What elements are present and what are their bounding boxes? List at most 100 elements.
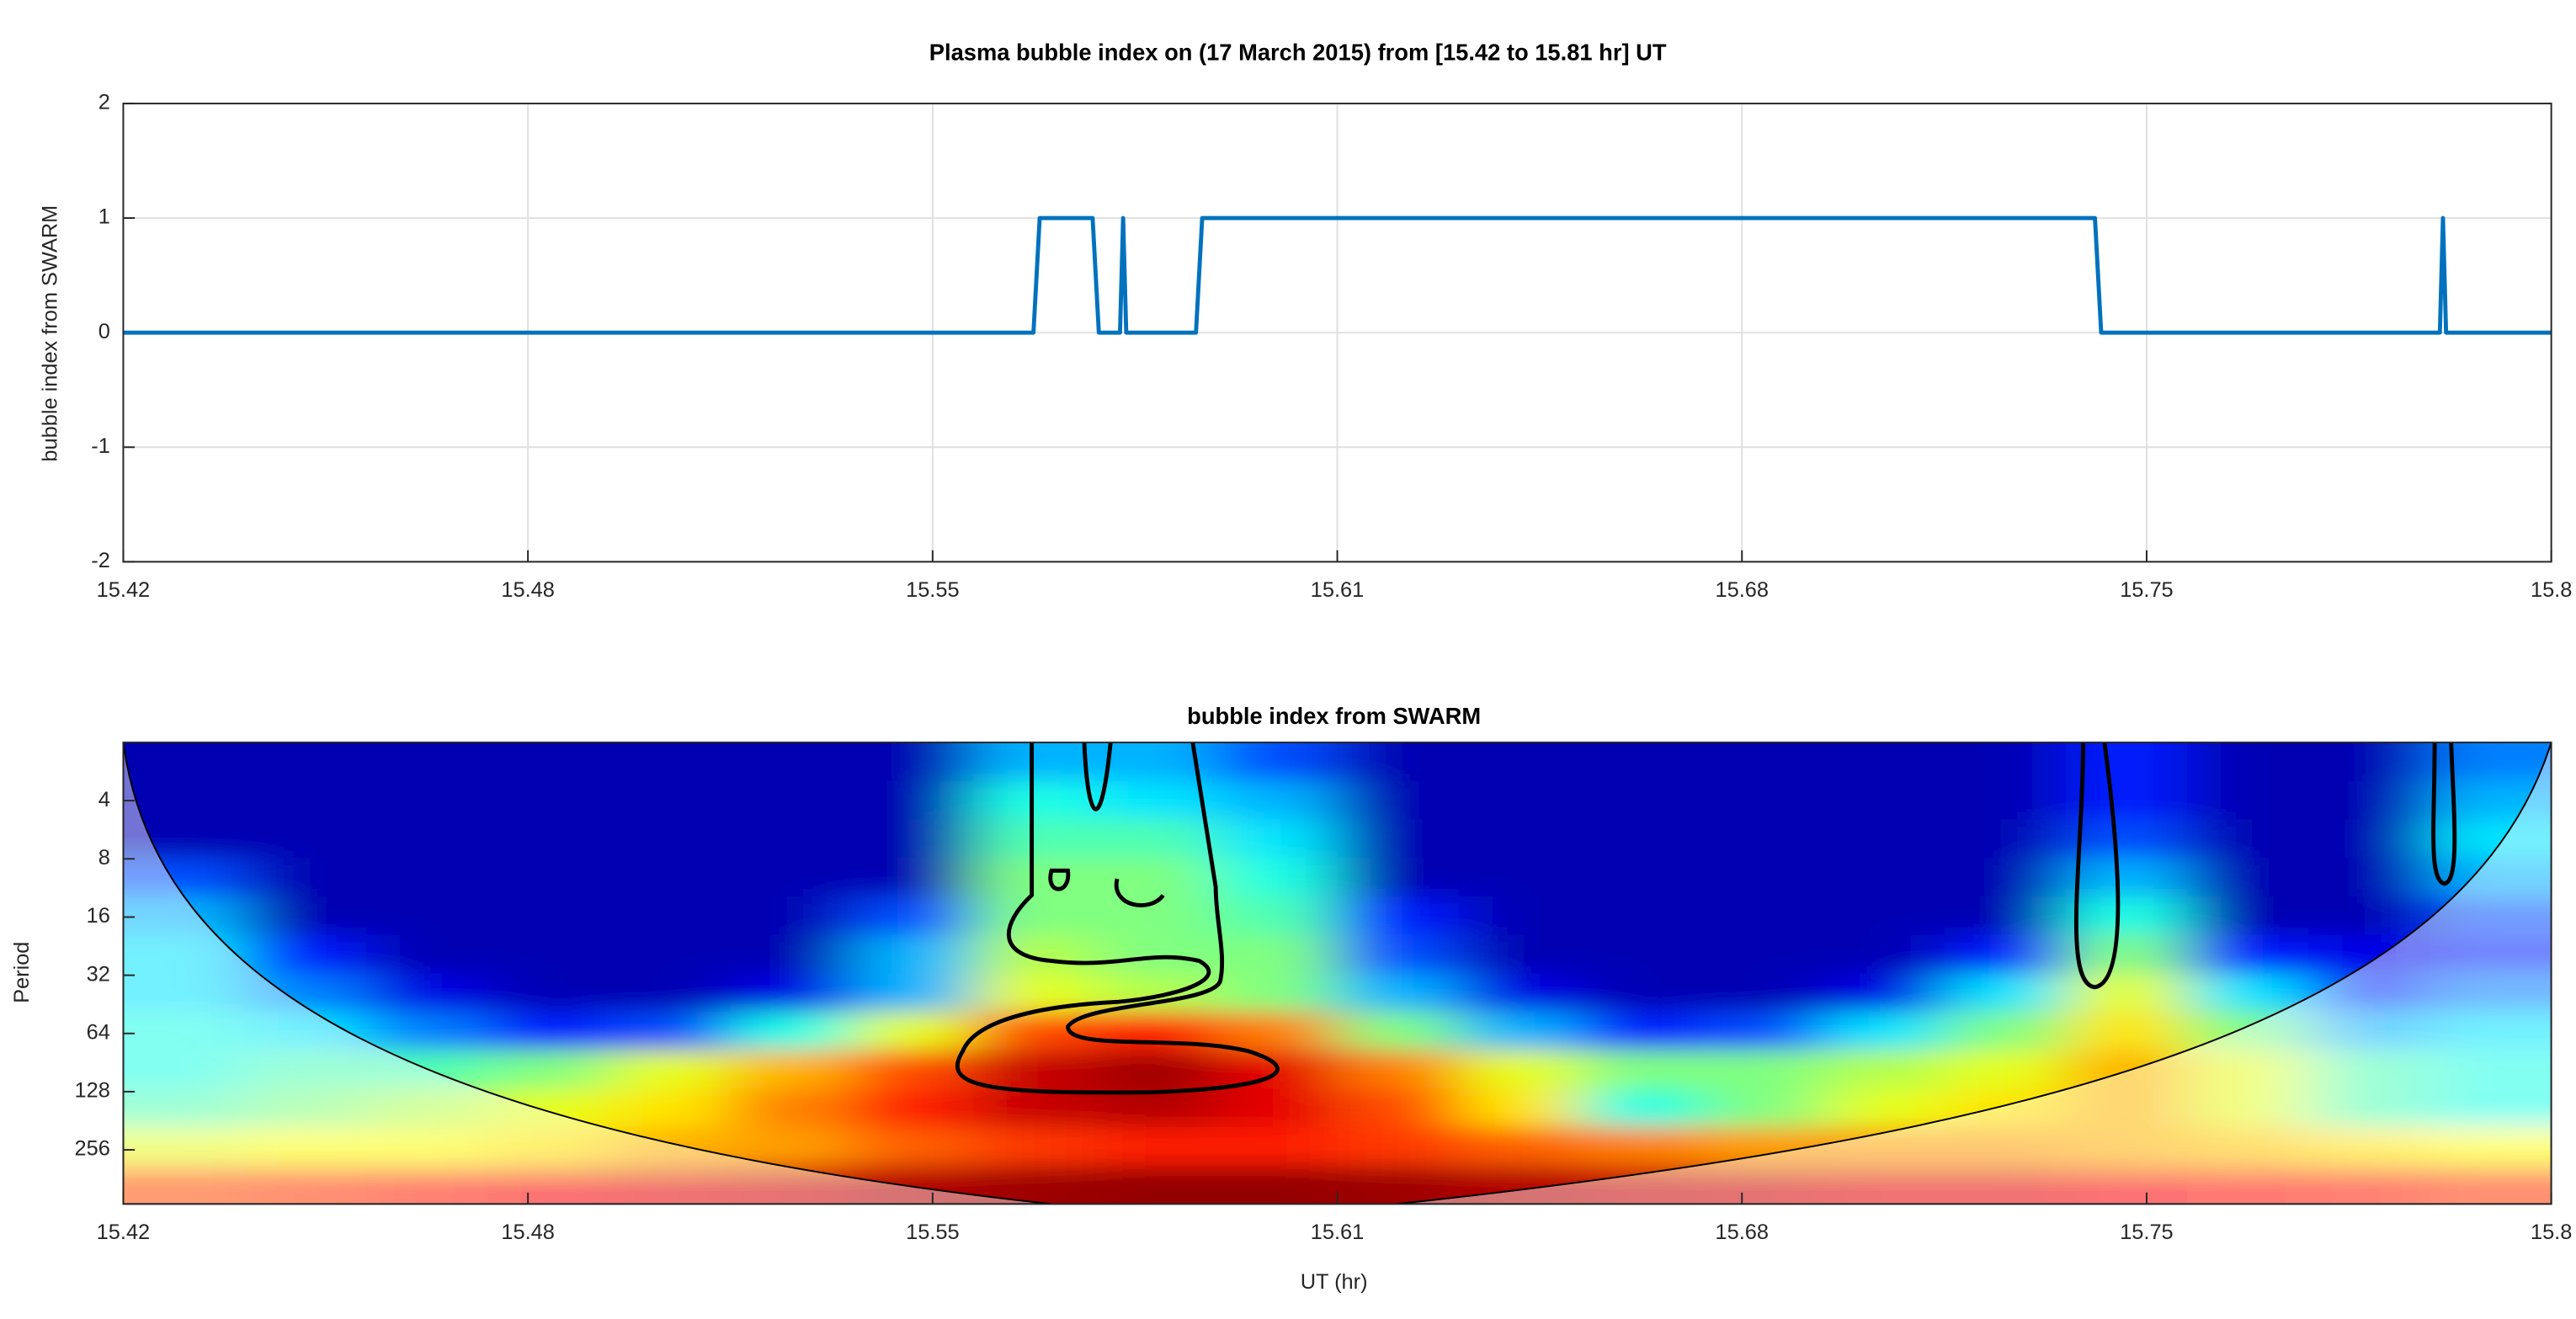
heat-cell: [123, 819, 246, 859]
heat-cell: [851, 973, 974, 1013]
heat-cell: [2187, 896, 2310, 936]
axes-box: [122, 742, 2552, 1205]
heat-cell: [1823, 1165, 1945, 1205]
heat-cell: [1823, 1127, 1945, 1167]
chart-title: bubble index from SWARM: [1187, 703, 1481, 729]
y-tick-label: 64: [87, 1020, 110, 1044]
heat-cell: [1944, 819, 2067, 859]
heat-cell: [2308, 973, 2431, 1013]
heat-cell: [2187, 1050, 2310, 1090]
heat-cell: [1579, 780, 1703, 821]
heat-cell: [2308, 858, 2431, 897]
heat-cell: [1216, 934, 1339, 975]
heat-cell: [1094, 1165, 1217, 1205]
heat-cell: [2065, 1088, 2188, 1128]
heat-cell: [2065, 819, 2188, 859]
heat-cell: [365, 934, 489, 975]
heat-cell: [972, 819, 1096, 859]
y-tick-label: -1: [91, 434, 110, 458]
heat-cell: [1337, 819, 1460, 859]
y-tick-label: 1: [98, 205, 110, 229]
contour: [955, 742, 1280, 1095]
cone-of-influence: [123, 742, 1052, 1205]
heat-cell: [1458, 896, 1581, 936]
x-tick-label: 15.48: [501, 1221, 554, 1244]
heat-cell: [2430, 1088, 2552, 1128]
heat-cell: [1701, 1088, 1824, 1128]
heat-cell: [2430, 934, 2552, 975]
heat-cell: [851, 1088, 974, 1128]
heat-cell: [2430, 819, 2552, 859]
heat-cell: [2065, 1011, 2188, 1051]
x-tick-label: 15.48: [501, 578, 554, 602]
heat-cell: [487, 858, 610, 897]
heat-cell: [2430, 1011, 2552, 1051]
heat-cell: [1944, 1050, 2067, 1090]
heat-cell: [2187, 819, 2310, 859]
y-tick-label: 32: [87, 962, 110, 986]
heat-cell: [1216, 896, 1339, 936]
heat-cell: [609, 1011, 732, 1051]
heat-cell: [1579, 973, 1703, 1013]
heat-cell: [244, 973, 367, 1013]
heat-cell: [2430, 1050, 2552, 1090]
y-tick-label: 2: [98, 91, 110, 114]
heat-cell: [365, 1011, 489, 1051]
heat-cell: [487, 1050, 610, 1090]
contour: [1114, 878, 1165, 907]
heat-cell: [609, 780, 732, 821]
x-tick-label: 15.42: [97, 578, 150, 602]
heat-cell: [487, 819, 610, 859]
heat-cell: [1337, 1088, 1460, 1128]
heat-cell: [1579, 1165, 1703, 1205]
heat-cell: [1337, 858, 1460, 897]
heat-cell: [487, 1011, 610, 1051]
heat-cell: [730, 780, 853, 821]
heat-cell: [2187, 1011, 2310, 1051]
heat-cell: [2308, 1088, 2431, 1128]
heat-cell: [609, 973, 732, 1013]
heat-cell: [730, 1165, 853, 1205]
heat-cell: [365, 780, 489, 821]
heat-cell: [2430, 780, 2552, 821]
x-tick-label: 15.8: [2531, 578, 2572, 602]
heat-cell: [123, 896, 246, 936]
heat-cell: [609, 1165, 732, 1205]
heat-cell: [972, 1050, 1096, 1090]
heat-cell: [1701, 742, 1824, 782]
heat-cell: [1216, 819, 1339, 859]
heat-cell: [972, 934, 1096, 975]
heat-cell: [2187, 1088, 2310, 1128]
heatmap: [123, 742, 2552, 1205]
heat-cell: [244, 1050, 367, 1090]
contour: [1048, 868, 1071, 891]
heat-cell: [1823, 1050, 1945, 1090]
heat-cell: [851, 1050, 974, 1090]
heat-cell: [1823, 1011, 1945, 1051]
x-tick-label: 15.75: [2120, 1221, 2173, 1244]
heat-cell: [1579, 934, 1703, 975]
heat-cell: [487, 1165, 610, 1205]
data-line: [123, 215, 2552, 335]
heat-cell: [1094, 934, 1217, 975]
heat-cell: [1216, 973, 1339, 1013]
x-tick-label: 15.8: [2531, 1221, 2572, 1244]
heat-cell: [2187, 1165, 2310, 1205]
heat-cell: [1944, 742, 2067, 782]
cone-of-influence: [1396, 742, 2552, 1205]
heat-cell: [244, 742, 367, 782]
heat-cell: [1701, 896, 1824, 936]
heat-cell: [1094, 1088, 1217, 1128]
heat-cell: [851, 742, 974, 782]
heat-cell: [972, 858, 1096, 897]
heat-cell: [2308, 1050, 2431, 1090]
heat-cell: [851, 896, 974, 936]
heat-cell: [1944, 780, 2067, 821]
contour: [2073, 742, 2121, 990]
heat-cell: [851, 1127, 974, 1167]
heat-cell: [1337, 1050, 1460, 1090]
heat-cell: [2065, 1127, 2188, 1167]
heat-cell: [487, 1088, 610, 1128]
heat-cell: [1337, 1127, 1460, 1167]
x-tick-label: 15.68: [1716, 578, 1769, 602]
